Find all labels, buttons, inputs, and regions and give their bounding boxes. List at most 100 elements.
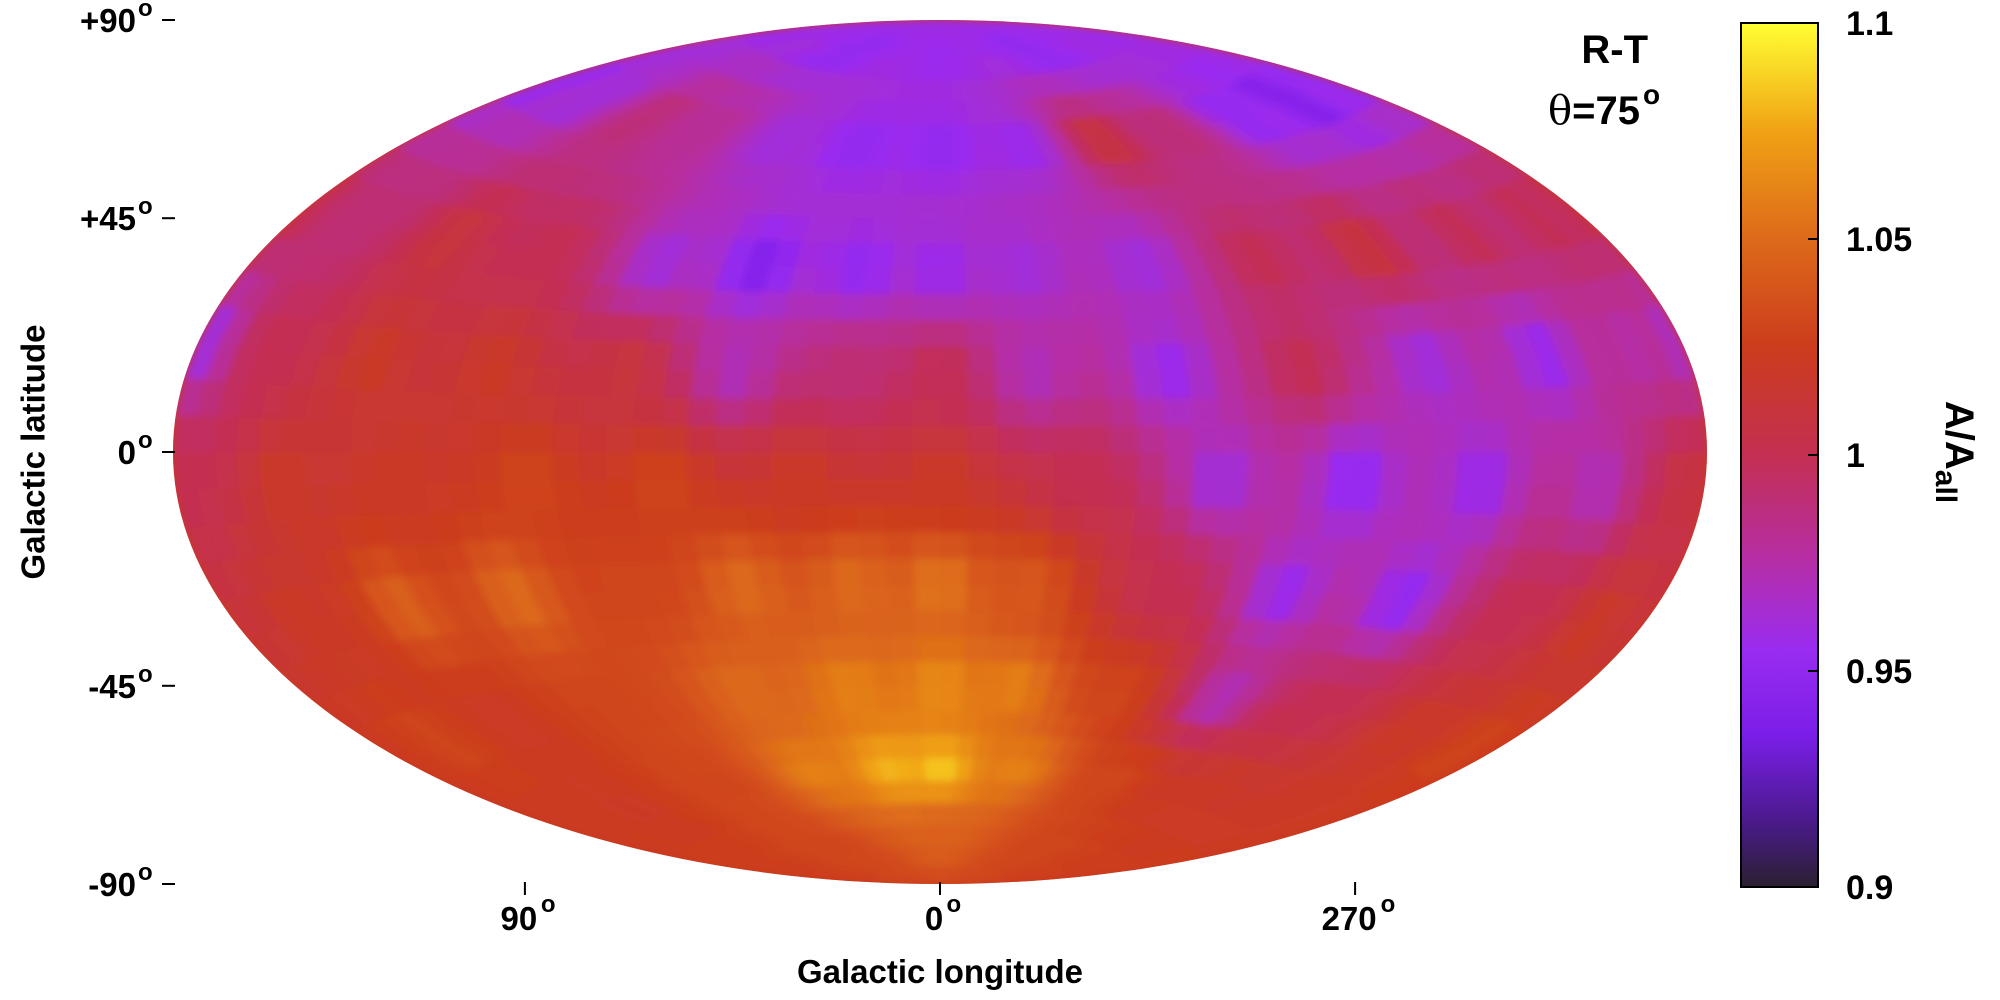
map-cell: [825, 424, 856, 453]
map-cell: [994, 504, 1025, 533]
annotation-theta-value: =75: [1572, 89, 1640, 133]
map-cell: [472, 451, 501, 483]
map-cell: [256, 417, 283, 453]
colorbar-label-text: A/Aall: [1929, 401, 1981, 503]
map-cell: [967, 451, 998, 480]
map-cell: [1219, 423, 1249, 453]
map-cell: [1018, 318, 1049, 347]
map-cell: [446, 451, 476, 483]
map-cell: [746, 343, 779, 372]
map-cell: [1455, 420, 1484, 453]
map-cell: [914, 635, 941, 662]
map-cell: [743, 505, 776, 534]
map-cell: [801, 531, 833, 560]
map-cell: [714, 478, 746, 508]
map-cell: [1040, 584, 1073, 613]
map-cell: [807, 291, 840, 320]
map-cell: [1455, 451, 1484, 484]
map-cell: [396, 420, 425, 453]
map-cell: [686, 451, 716, 481]
map-cell: [917, 193, 941, 219]
map-cell: [1024, 451, 1055, 480]
y-tick-label: 0: [118, 434, 136, 471]
map-cell: [631, 451, 661, 481]
x-axis-label: Galactic longitude: [797, 953, 1083, 990]
map-cell: [689, 505, 722, 535]
map-cell: [939, 557, 968, 585]
y-tick-degree: o: [138, 193, 153, 220]
map-cell: [995, 397, 1026, 426]
map-cell: [769, 451, 800, 480]
map-cell: [1036, 266, 1068, 294]
map-cell: [885, 557, 915, 586]
map-cell: [939, 145, 960, 171]
map-cell: [1101, 343, 1134, 372]
map-cell: [911, 504, 941, 533]
map-cell: [658, 423, 689, 453]
map-cell: [939, 398, 969, 427]
map-cell: [1158, 369, 1191, 399]
map-cell: [1212, 368, 1246, 398]
x-axis: 90 o 0 o 270 o Galactic longitude: [501, 882, 1395, 990]
y-tick-label: +45: [80, 200, 136, 237]
map-cell: [605, 479, 637, 509]
map-cell: [1154, 342, 1188, 372]
map-cell: [872, 20, 941, 24]
map-cell: [551, 394, 583, 425]
map-cell: [498, 451, 527, 482]
map-cell: [939, 217, 964, 244]
map-cell: [995, 451, 1026, 480]
map-cell: [920, 733, 941, 759]
map-cell: [499, 480, 531, 511]
map-cell: [1189, 478, 1221, 508]
map-cell: [827, 371, 858, 400]
map-cell: [1597, 451, 1624, 487]
map-cell: [1619, 416, 1646, 453]
map-cell: [634, 506, 668, 536]
sky-map: [173, 20, 1707, 884]
map-cell: [982, 216, 1011, 244]
map-cell: [895, 685, 921, 712]
map-cell: [777, 558, 810, 587]
map-cell: [883, 504, 913, 533]
map-cell: [1662, 414, 1688, 453]
sky-map-cells: [173, 20, 1707, 884]
map-cell: [916, 217, 941, 244]
map-cell: [279, 417, 306, 453]
map-cell: [1077, 370, 1109, 399]
map-cell: [372, 451, 401, 484]
map-cell: [893, 217, 919, 244]
map-cell: [632, 478, 664, 509]
map-cell: [324, 419, 352, 453]
map-cell: [1066, 291, 1099, 320]
map-cell: [993, 531, 1024, 560]
map-cell: [837, 609, 868, 638]
map-cell: [860, 292, 890, 321]
map-cell: [967, 504, 997, 533]
map-cell: [863, 267, 892, 295]
map-cell: [348, 419, 376, 453]
map-cell: [716, 505, 749, 535]
map-cell: [985, 241, 1014, 269]
map-cell: [964, 583, 994, 611]
map-cell: [1551, 451, 1579, 486]
map-cell: [885, 318, 915, 347]
map-cell: [884, 345, 914, 373]
x-tick-degree: o: [541, 891, 556, 918]
map-cell: [939, 635, 966, 662]
map-cell: [1015, 292, 1046, 321]
map-cell: [1430, 421, 1459, 453]
map-cell: [1077, 505, 1109, 534]
map-cell: [939, 424, 970, 453]
map-cell: [1404, 451, 1434, 483]
map-cell: [1504, 419, 1532, 453]
map-cell: [962, 242, 990, 269]
colorbar: 1.1 1.05 1 0.95 0.9 A/Aall: [1740, 5, 1981, 907]
map-cell: [854, 397, 885, 426]
map-cell: [831, 318, 862, 347]
map-cell: [910, 424, 941, 453]
map-cell: [826, 478, 857, 507]
map-cell: [860, 583, 890, 612]
map-cell: [661, 506, 695, 536]
map-cell: [1127, 342, 1161, 372]
